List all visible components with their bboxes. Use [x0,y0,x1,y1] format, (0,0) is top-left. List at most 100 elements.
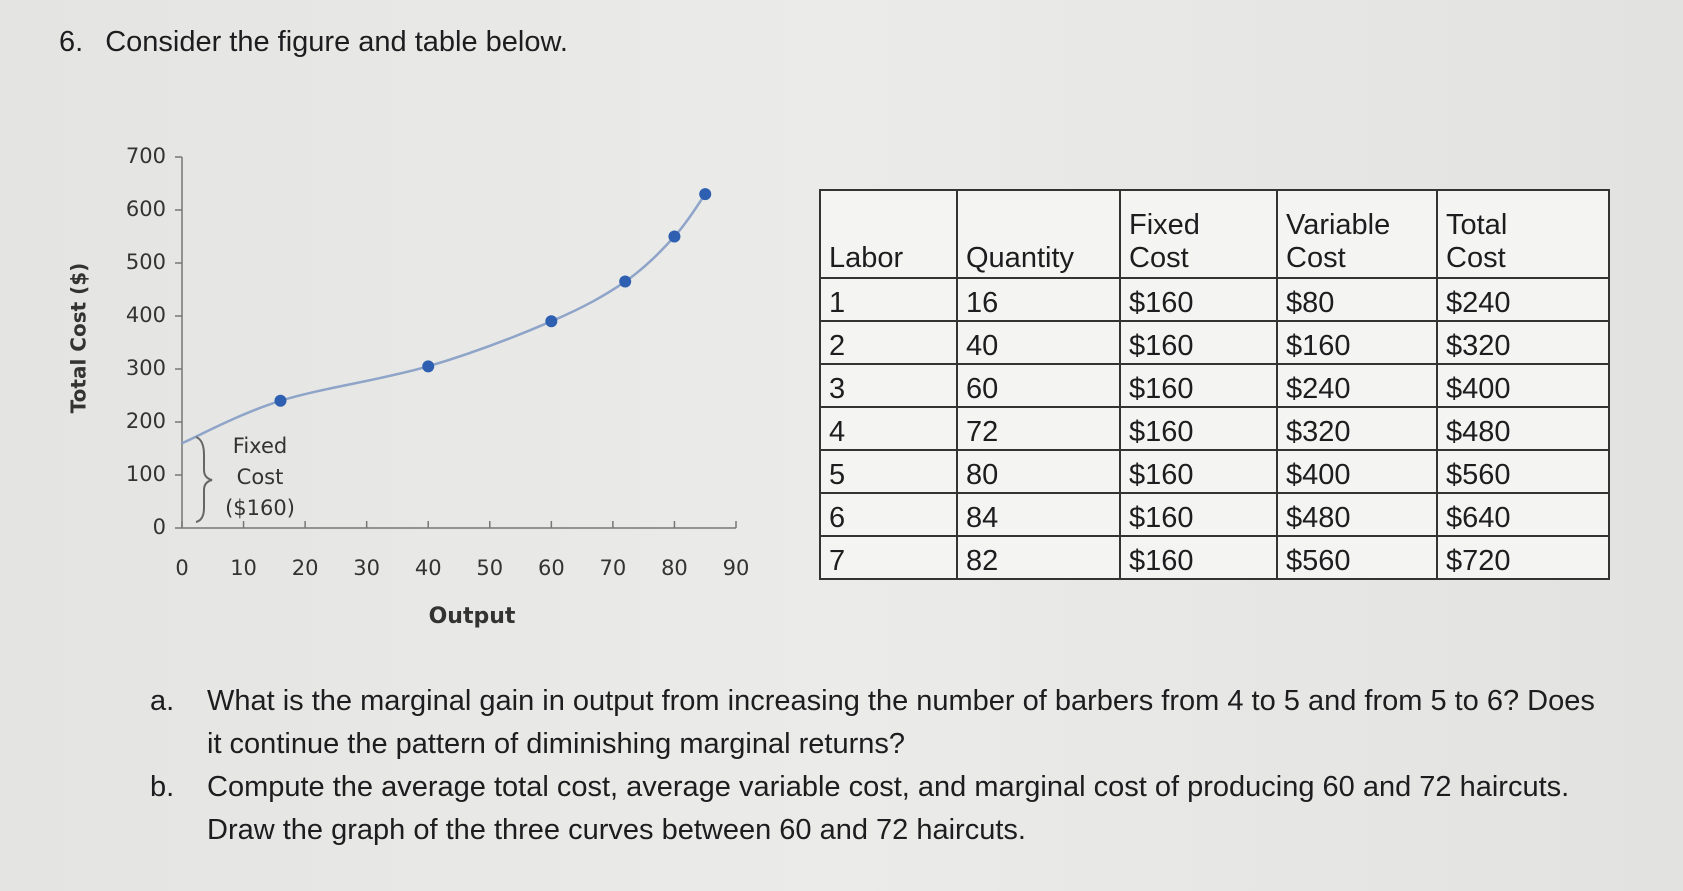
point [422,360,435,373]
header-text: Cost [1286,242,1346,274]
point [619,275,632,288]
header-row: Labor Quantity Fixed Cost Variable Cost Total C… [819,189,1610,279]
parts: a. What is the marginal gain in output fr… [150,680,1610,852]
table-row: 5 80 $160 $400 $560 [819,449,1610,494]
table-row: 4 72 $160 $320 $480 [819,406,1610,451]
table-cell: 4 [819,406,958,451]
point [545,315,558,328]
table-cell: $480 [1276,492,1438,537]
x-axis-label: Output [429,604,516,629]
header-cell: Fixed Cost [1119,189,1278,279]
table-row: 3 60 $160 $240 $400 [819,363,1610,408]
table-cell: $80 [1276,277,1438,322]
table-cell: $160 [1276,320,1438,365]
y-tick-label: 400 [126,303,166,327]
header-cell: Variable Cost [1276,189,1438,279]
table-cell: $160 [1119,535,1278,580]
y-tick-label: 600 [126,197,166,221]
annotation: Fixed [233,434,287,458]
x-tick-label: 80 [661,556,688,580]
table-cell: $480 [1436,406,1610,451]
header-text: Labor [829,242,904,274]
x-tick-label: 50 [476,556,503,580]
part: a. What is the marginal gain in output fr… [150,680,1610,766]
part-label: a. [150,685,175,717]
x-tick-label: 0 [175,556,188,580]
table-cell: 60 [956,363,1121,408]
point [274,394,287,407]
question-number: 6. [59,26,84,58]
x-tick-label: 20 [292,556,319,580]
annotation: ($160) [225,496,295,520]
chart: 0 100 200 300 400 500 600 700 0 10 20 30 40 50 60 70 80 9… [67,144,750,629]
table-cell: 80 [956,449,1121,494]
y-axis-label: Total Cost ($) [67,263,91,414]
header-cell: Labor [819,189,958,279]
table-cell: $160 [1119,363,1278,408]
y-tick-label: 500 [126,250,166,274]
table-cell: $560 [1436,449,1610,494]
cost-table: Labor Quantity Fixed Cost Variable Cost Total C… [819,189,1610,580]
header-text: Cost [1129,242,1189,274]
table-cell: 72 [956,406,1121,451]
point [668,230,681,243]
table-cell: $240 [1436,277,1610,322]
header-text: Total [1446,209,1508,241]
header-text: Cost [1446,242,1506,274]
part-text: Compute the average total cost, average … [207,771,1570,846]
table-cell: 82 [956,535,1121,580]
table-cell: $400 [1276,449,1438,494]
header-text: Quantity [966,242,1074,274]
table-row: 6 84 $160 $480 $640 [819,492,1610,537]
header-cell: Quantity [956,189,1121,279]
table-row: 2 40 $160 $160 $320 [819,320,1610,365]
table-cell: $160 [1119,449,1278,494]
table-cell: 2 [819,320,958,365]
table-row: 1 16 $160 $80 $240 [819,277,1610,322]
x-tick-label: 60 [538,556,565,580]
table-cell: $320 [1276,406,1438,451]
y-tick-label: 0 [153,515,166,539]
header-text: Fixed [1129,209,1200,241]
table-cell: $320 [1436,320,1610,365]
part: b. Compute the average total cost, averag… [150,766,1610,852]
table-cell: 7 [819,535,958,580]
annotation: Cost [237,465,284,489]
part-label: b. [150,771,175,803]
brace [195,436,213,523]
table-cell: 1 [819,277,958,322]
table-cell: 6 [819,492,958,537]
table-cell: 3 [819,363,958,408]
y-tick-label: 300 [126,356,166,380]
x-tick-label: 90 [723,556,750,580]
point [699,188,712,201]
y-tick-label: 700 [126,144,166,168]
cost-curve [181,193,707,445]
table-cell: $640 [1436,492,1610,537]
table-cell: 5 [819,449,958,494]
table-cell: 40 [956,320,1121,365]
table-cell: $240 [1276,363,1438,408]
y-tick-label: 100 [126,462,166,486]
header-text: Variable [1286,209,1391,241]
y-tick-label: 200 [126,409,166,433]
x-tick-label: 10 [230,556,257,580]
table-cell: $160 [1119,492,1278,537]
table-cell: 84 [956,492,1121,537]
x-tick-label: 70 [600,556,627,580]
table-cell: $400 [1436,363,1610,408]
table-cell: $160 [1119,277,1278,322]
part-text: What is the marginal gain in output from… [207,685,1595,760]
table-cell: $160 [1119,406,1278,451]
header-cell: Total Cost [1436,189,1610,279]
table-row: 7 82 $160 $560 $720 [819,535,1610,580]
table-cell: 16 [956,277,1121,322]
x-tick-label: 40 [415,556,442,580]
table-cell: $560 [1276,535,1438,580]
table-cell: $720 [1436,535,1610,580]
x-tick-label: 30 [353,556,380,580]
table-cell: $160 [1119,320,1278,365]
question-text: Consider the figure and table below. [105,26,568,58]
question: 6. Consider the figure and table below. [59,26,590,59]
